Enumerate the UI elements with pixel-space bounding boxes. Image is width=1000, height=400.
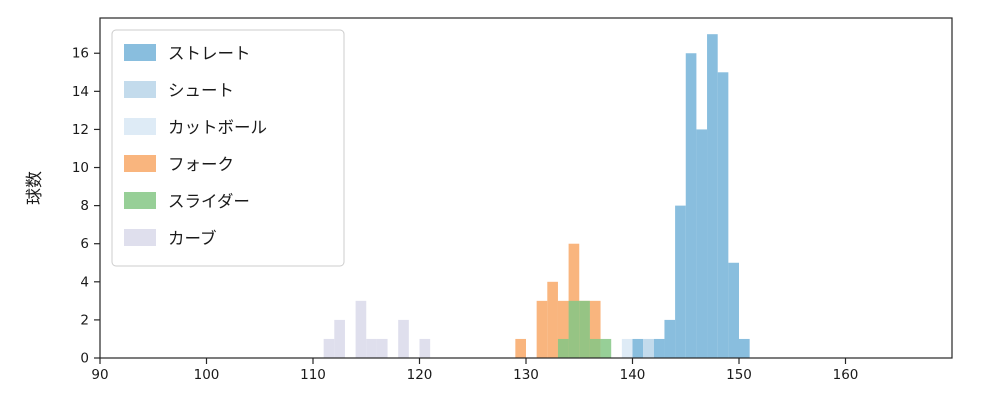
histogram-bar <box>376 338 388 358</box>
legend-item-label: スライダー <box>168 192 250 211</box>
y-tick-label: 10 <box>72 160 89 176</box>
histogram-bar <box>515 338 526 358</box>
x-tick-label: 160 <box>833 367 859 383</box>
legend-item-label: シュート <box>168 81 234 100</box>
histogram-bar <box>536 300 548 358</box>
legend-swatch-icon <box>124 81 156 98</box>
histogram-bar <box>696 129 708 358</box>
histogram-bar <box>366 338 377 358</box>
x-tick-label: 110 <box>300 367 326 383</box>
x-tick-label: 120 <box>407 367 433 383</box>
histogram-bar <box>643 338 654 358</box>
legend-item: カーブ <box>124 228 217 248</box>
series-ストレート <box>632 34 750 359</box>
legend-item: スライダー <box>124 192 250 211</box>
legend-swatch-icon <box>124 192 156 209</box>
histogram-bar <box>579 300 590 358</box>
histogram-bar <box>323 338 335 358</box>
y-tick-label: 4 <box>80 274 89 290</box>
y-tick-label: 8 <box>80 198 89 214</box>
histogram-bar <box>632 338 644 358</box>
legend-item: ストレート <box>124 44 251 63</box>
legend-item-label: カットボール <box>168 118 267 137</box>
histogram-bar <box>675 205 686 358</box>
legend-item-label: フォーク <box>168 155 234 174</box>
series-スライダー <box>557 300 612 358</box>
histogram-bar <box>568 300 580 358</box>
legend-item-label: ストレート <box>168 44 251 63</box>
histogram-bar <box>653 338 665 358</box>
x-tick-label: 150 <box>726 367 752 383</box>
histogram-bar <box>547 281 558 358</box>
y-tick-label: 12 <box>72 122 89 138</box>
x-tick-label: 100 <box>194 367 220 383</box>
histogram-bar <box>419 338 431 358</box>
series-シュート <box>643 338 654 358</box>
histogram-bar <box>739 338 750 358</box>
y-axis-label: 球数 <box>25 171 45 205</box>
histogram-bar <box>334 319 345 358</box>
legend-swatch-icon <box>124 229 156 246</box>
legend-swatch-icon <box>124 44 156 61</box>
series-カットボール <box>621 338 633 358</box>
histogram-bar <box>685 53 697 359</box>
legend-box <box>111 29 345 267</box>
series-カーブ <box>323 300 431 358</box>
x-tick-label: 140 <box>620 367 646 383</box>
legend-item: シュート <box>124 81 234 100</box>
y-tick-label: 14 <box>72 84 89 100</box>
histogram-bar <box>717 72 729 358</box>
legend-swatch-icon <box>124 118 156 135</box>
y-tick-label: 0 <box>80 351 89 367</box>
histogram-bar <box>589 300 601 358</box>
histogram-bar <box>600 338 612 358</box>
legend-item-label: カーブ <box>168 228 217 248</box>
legend-item: カットボール <box>124 118 267 137</box>
y-tick-label: 2 <box>80 312 89 328</box>
histogram-bar <box>707 34 718 358</box>
x-tick-label: 130 <box>513 367 539 383</box>
legend-swatch-icon <box>124 155 156 172</box>
histogram-bar <box>557 338 569 358</box>
x-tick-label: 90 <box>91 367 108 383</box>
histogram-bar <box>621 338 633 358</box>
histogram-bar <box>728 262 739 358</box>
histogram-bar <box>589 338 601 358</box>
y-tick-label: 16 <box>72 46 89 62</box>
histogram-bar <box>355 300 367 358</box>
y-tick-label: 6 <box>80 236 89 252</box>
histogram-bar <box>398 319 409 358</box>
histogram-bar <box>557 300 569 358</box>
legend-item: フォーク <box>124 155 234 174</box>
histogram-bar <box>568 243 580 358</box>
histogram-bar <box>664 319 676 358</box>
